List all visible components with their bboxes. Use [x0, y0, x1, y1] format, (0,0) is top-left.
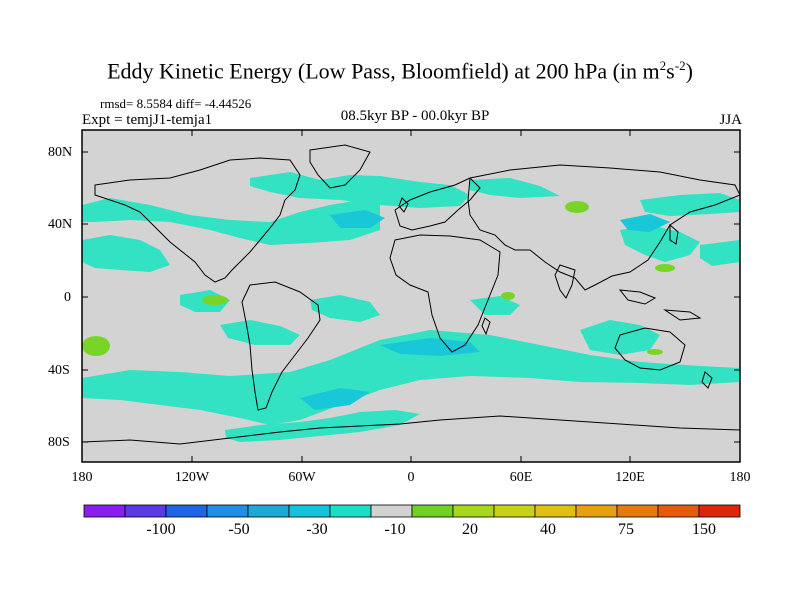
stats-text: rmsd= 8.5584 diff= -4.44526: [100, 96, 252, 111]
deeper-negative-anomaly-regions: [300, 210, 670, 410]
coastlines: [81, 144, 741, 445]
colorbar-swatch: [206, 504, 249, 518]
colorbar-label: 20: [462, 521, 478, 538]
colorbar-swatch: [534, 504, 577, 518]
colorbar-swatch: [493, 504, 536, 518]
colorbar-label: 75: [618, 521, 634, 538]
colorbar-label: -30: [306, 521, 328, 538]
colorbar-swatch: [124, 504, 167, 518]
colorbar-swatch: [452, 504, 495, 518]
colorbar: [83, 504, 741, 518]
lon-label-0: 0: [407, 470, 415, 485]
colorbar-label: -50: [228, 521, 250, 538]
negative-anomaly-regions: [82, 172, 740, 442]
colorbar-swatch: [165, 504, 208, 518]
lat-label-0: 0: [64, 290, 71, 305]
colorbar-swatch: [657, 504, 700, 518]
colorbar-swatch: [575, 504, 618, 518]
colorbar-label: 40: [540, 521, 556, 538]
lon-label-120w: 120W: [174, 470, 210, 485]
colorbar-swatch: [370, 504, 413, 518]
lon-label-180w: 180: [71, 470, 93, 485]
chart-title: Eddy Kinetic Energy (Low Pass, Bloomfiel…: [107, 58, 693, 84]
lat-label-40n: 40N: [48, 217, 73, 232]
positive-anomaly-regions: [82, 201, 675, 356]
colorbar-swatch: [288, 504, 331, 518]
lon-label-120e: 120E: [615, 470, 645, 485]
lat-label-80s: 80S: [48, 435, 70, 450]
tick-marks: [82, 130, 740, 462]
lon-label-60e: 60E: [509, 470, 533, 485]
colorbar-swatch: [329, 504, 372, 518]
experiment-label: Expt = temjJ1-temja1: [82, 112, 213, 128]
lat-label-40s: 40S: [48, 363, 70, 378]
colorbar-label: -10: [384, 521, 406, 538]
colorbar-swatch: [411, 504, 454, 518]
colorbar-label: 150: [692, 521, 716, 538]
lat-label-80n: 80N: [48, 145, 73, 160]
colorbar-swatch: [698, 504, 741, 518]
season-label: JJA: [719, 112, 742, 128]
colorbar-swatch: [83, 504, 126, 518]
lon-label-180e: 180: [729, 470, 751, 485]
colorbar-label: -100: [146, 521, 176, 538]
lon-label-60w: 60W: [288, 470, 316, 485]
colorbar-swatch: [616, 504, 659, 518]
period-label: 08.5kyr BP - 00.0kyr BP: [340, 108, 490, 124]
colorbar-swatch: [247, 504, 290, 518]
